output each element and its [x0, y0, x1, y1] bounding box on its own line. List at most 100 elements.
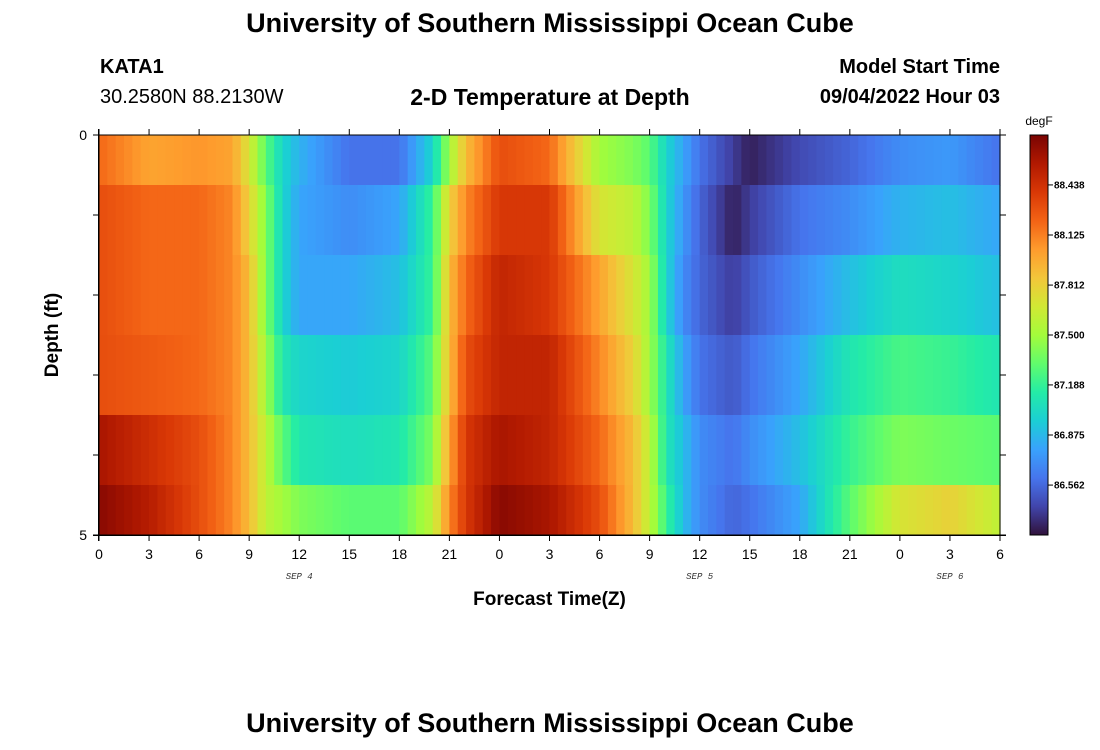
heatmap-cell [916, 335, 926, 416]
x-tick-label: 3 [946, 546, 954, 562]
heatmap-cell [249, 185, 259, 256]
heatmap-cell [349, 135, 359, 186]
heatmap-cell [599, 415, 609, 486]
heatmap-cell [265, 135, 275, 186]
heatmap-cell [524, 185, 534, 256]
heatmap-cell [841, 415, 851, 486]
heatmap-cell [783, 485, 793, 536]
heatmap-cell [357, 485, 367, 536]
heatmap-cell [307, 485, 317, 536]
heatmap-cell [324, 135, 334, 186]
heatmap-cell [849, 135, 859, 186]
heatmap-cell [607, 485, 617, 536]
heatmap-cell [874, 135, 884, 186]
heatmap-cell [833, 485, 843, 536]
heatmap-cell [315, 185, 325, 256]
heatmap-cell [858, 485, 868, 536]
heatmap-cell [265, 485, 275, 536]
heatmap-cell [866, 415, 876, 486]
heatmap-cell [516, 185, 526, 256]
heatmap-cell [624, 485, 634, 536]
colorbar-tick-label: 88.125 [1054, 231, 1085, 242]
heatmap-cell [691, 415, 701, 486]
heatmap-cell [933, 335, 943, 416]
heatmap-cell [858, 255, 868, 336]
heatmap-cell [132, 135, 142, 186]
heatmap-cell [632, 135, 642, 186]
heatmap-cell [657, 185, 667, 256]
heatmap-cell [274, 135, 284, 186]
heatmap-cell [899, 335, 909, 416]
heatmap-cell [591, 135, 601, 186]
heatmap-cell [240, 255, 250, 336]
heatmap-cell [307, 415, 317, 486]
heatmap-cell [157, 255, 167, 336]
x-date-label: SEP 5 [686, 572, 714, 582]
heatmap-cell [482, 255, 492, 336]
colorbar-tick-label: 86.562 [1054, 481, 1085, 492]
heatmap-cell [215, 255, 225, 336]
heatmap-cell [115, 255, 125, 336]
heatmap-cell [399, 485, 409, 536]
heatmap-cell [299, 185, 309, 256]
heatmap-cell [774, 135, 784, 186]
heatmap-cell [808, 415, 818, 486]
heatmap-cell [783, 415, 793, 486]
x-tick-label: 15 [742, 546, 758, 562]
heatmap-cell [582, 415, 592, 486]
heatmap-cell [599, 135, 609, 186]
heatmap-cell [799, 135, 809, 186]
heatmap-cell [499, 135, 509, 186]
heatmap-cell [374, 255, 384, 336]
heatmap-cell [365, 335, 375, 416]
heatmap-cell [290, 415, 300, 486]
heatmap-cell [566, 185, 576, 256]
heatmap-cell [808, 485, 818, 536]
heatmap-cell [140, 335, 150, 416]
heatmap-cell [866, 335, 876, 416]
heatmap-cell [224, 415, 234, 486]
heatmap-cell [457, 185, 467, 256]
heatmap-cell [474, 485, 484, 536]
heatmap-cell [340, 335, 350, 416]
heatmap-cell [991, 135, 1001, 186]
heatmap-cell [958, 415, 968, 486]
heatmap-cell [783, 335, 793, 416]
heatmap-cell [399, 335, 409, 416]
heatmap-cell [532, 485, 542, 536]
heatmap-cell [282, 485, 292, 536]
heatmap-cell [916, 185, 926, 256]
heatmap-cell [107, 185, 117, 256]
heatmap-cell [416, 185, 425, 256]
heatmap-cell [724, 185, 734, 256]
heatmap-cell [582, 255, 592, 336]
heatmap-cell [974, 185, 984, 256]
heatmap-cell [149, 415, 158, 486]
heatmap-cell [574, 185, 584, 256]
heatmap-cell [849, 255, 859, 336]
heatmap-cell [941, 415, 951, 486]
chart-subtitle: 2-D Temperature at Depth [410, 84, 690, 110]
heatmap-cell [357, 135, 367, 186]
heatmap-cell [482, 485, 492, 536]
model-start-label: Model Start Time [839, 56, 1000, 78]
heatmap-cell [365, 255, 375, 336]
heatmap-cell [407, 185, 417, 256]
heatmap-cell [958, 185, 968, 256]
heatmap-cell [491, 415, 501, 486]
heatmap-cell [232, 335, 242, 416]
heatmap-cell [240, 335, 250, 416]
heatmap-cell [607, 335, 617, 416]
heatmap-cell [315, 415, 325, 486]
heatmap-cell [507, 185, 517, 256]
heatmap-cell [783, 185, 793, 256]
heatmap-cell [390, 415, 400, 486]
station-id: KATA1 [100, 56, 164, 78]
heatmap-cell [541, 135, 551, 186]
heatmap-cell [674, 485, 684, 536]
heatmap-cell [849, 335, 859, 416]
heatmap-cell [474, 255, 484, 336]
heatmap-cell [724, 485, 734, 536]
heatmap-cell [908, 185, 918, 256]
